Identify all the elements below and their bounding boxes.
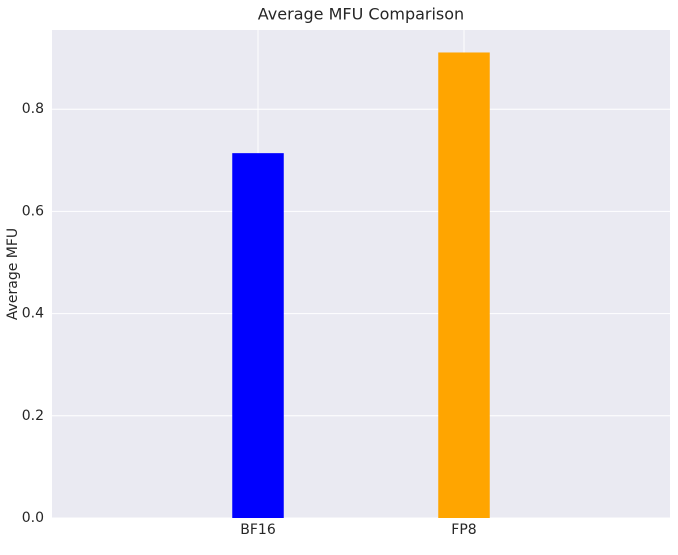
y-axis-label: Average MFU: [5, 228, 21, 320]
y-tick-label: 0.4: [22, 306, 44, 322]
chart-title: Average MFU Comparison: [258, 5, 464, 24]
x-tick-label: FP8: [451, 522, 476, 538]
y-tick-label: 0.8: [22, 101, 44, 117]
y-tick-label: 0.2: [22, 408, 44, 424]
y-tick-label: 0.0: [22, 510, 44, 526]
bar: [232, 153, 284, 519]
plot-area: [52, 30, 670, 518]
y-tick-label: 0.6: [22, 203, 44, 219]
x-tick-label: BF16: [240, 522, 276, 538]
bar: [438, 52, 490, 519]
